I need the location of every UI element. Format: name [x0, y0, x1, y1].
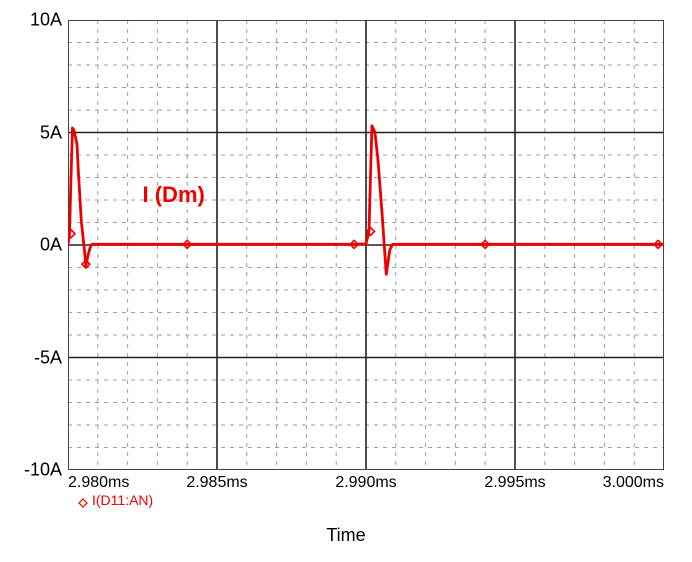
y-tick-label: -10A — [24, 460, 62, 481]
plot-area — [68, 20, 664, 470]
chart-svg — [68, 20, 664, 470]
y-tick-label: 5A — [40, 122, 62, 143]
x-axis-label: Time — [326, 525, 365, 546]
x-tick-label: 2.990ms — [335, 474, 396, 492]
legend-label: I(D11:AN) — [92, 492, 153, 508]
x-tick-label: 2.980ms — [68, 474, 129, 492]
y-tick-label: -5A — [34, 347, 62, 368]
x-tick-label: 3.000ms — [603, 474, 664, 492]
x-tick-label: 2.995ms — [484, 474, 545, 492]
trace-label: I (Dm) — [143, 182, 205, 208]
x-tick-label: 2.985ms — [186, 474, 247, 492]
y-tick-label: 0A — [40, 235, 62, 256]
y-tick-label: 10A — [30, 10, 62, 31]
legend-marker-diamond-icon — [78, 495, 88, 505]
legend: I(D11:AN) — [78, 492, 153, 508]
